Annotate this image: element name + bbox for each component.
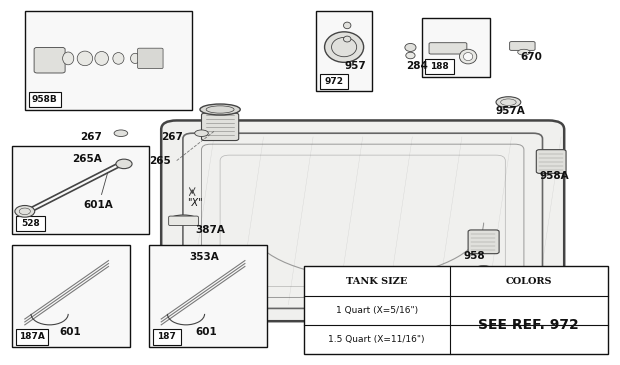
Text: 265A: 265A [73,154,102,164]
Text: 958: 958 [464,251,485,261]
Ellipse shape [518,49,530,55]
Text: 601: 601 [195,327,217,337]
Text: 1 Quart (X=5/16"): 1 Quart (X=5/16") [335,306,418,315]
Text: 601: 601 [59,327,81,337]
Ellipse shape [200,104,241,115]
Text: 601A: 601A [84,172,113,210]
Circle shape [470,266,497,282]
Ellipse shape [95,51,108,65]
Ellipse shape [464,53,472,61]
FancyBboxPatch shape [202,113,239,141]
Ellipse shape [325,32,363,62]
FancyBboxPatch shape [304,266,608,354]
Text: SEE REF. 972: SEE REF. 972 [478,318,579,332]
Text: COLORS: COLORS [505,277,552,285]
Text: 1.5 Quart (X=11/16"): 1.5 Quart (X=11/16") [329,335,425,344]
Text: 958B: 958B [32,95,58,104]
Ellipse shape [406,52,415,59]
FancyBboxPatch shape [169,216,198,226]
FancyBboxPatch shape [138,48,163,69]
FancyBboxPatch shape [425,59,454,74]
Text: 265: 265 [149,155,170,166]
FancyBboxPatch shape [25,11,192,110]
Ellipse shape [78,51,93,66]
Text: 267: 267 [81,132,102,142]
FancyBboxPatch shape [161,120,564,321]
FancyBboxPatch shape [12,245,130,347]
Circle shape [116,159,132,169]
FancyBboxPatch shape [320,74,348,89]
Ellipse shape [459,49,477,64]
FancyBboxPatch shape [29,92,61,107]
Text: 972: 972 [325,77,343,86]
Text: 188: 188 [430,62,449,71]
Ellipse shape [343,22,351,29]
FancyBboxPatch shape [16,329,48,345]
Text: 957: 957 [345,61,366,71]
Text: 958A: 958A [539,171,569,181]
FancyBboxPatch shape [316,11,372,91]
Text: 267: 267 [161,132,183,142]
Ellipse shape [130,53,140,64]
Text: "X": "X" [187,197,203,208]
Ellipse shape [114,130,128,137]
Text: 284: 284 [406,61,428,71]
Ellipse shape [113,53,124,64]
Text: eReplacementParts.com: eReplacementParts.com [216,178,404,194]
FancyBboxPatch shape [34,47,65,73]
Ellipse shape [170,249,180,253]
FancyBboxPatch shape [422,18,490,77]
Ellipse shape [195,130,208,137]
Ellipse shape [496,97,521,108]
Ellipse shape [115,153,126,158]
Ellipse shape [170,215,197,223]
Text: 528: 528 [21,219,40,228]
FancyBboxPatch shape [149,245,267,347]
FancyBboxPatch shape [429,43,467,54]
Text: 187: 187 [157,333,176,341]
Text: 670: 670 [521,51,542,62]
Circle shape [15,205,35,217]
Text: 387A: 387A [195,225,225,235]
Ellipse shape [343,36,351,42]
Text: 353A: 353A [189,252,219,262]
Text: TANK SIZE: TANK SIZE [346,277,407,285]
Ellipse shape [405,43,416,51]
Text: 187A: 187A [19,333,45,341]
FancyBboxPatch shape [468,230,499,254]
FancyBboxPatch shape [536,150,566,173]
FancyBboxPatch shape [153,329,181,345]
Ellipse shape [167,248,184,254]
Ellipse shape [318,54,358,66]
FancyBboxPatch shape [12,146,149,234]
Ellipse shape [63,52,74,65]
FancyBboxPatch shape [16,216,45,231]
Text: 957A: 957A [496,106,526,116]
FancyBboxPatch shape [510,42,535,50]
